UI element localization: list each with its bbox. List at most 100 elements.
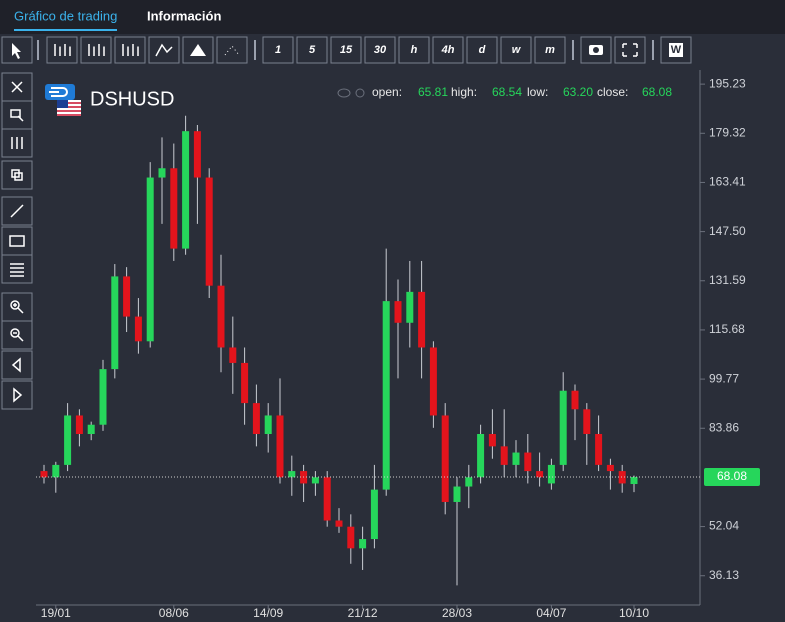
interval-label: 5	[309, 44, 316, 56]
last-price-label: 68.08	[717, 469, 747, 483]
tool-icon	[11, 137, 23, 149]
tool-icon	[10, 328, 24, 342]
fullscreen-icon	[622, 43, 638, 57]
interval-button[interactable]	[262, 36, 294, 64]
candle-body	[205, 177, 213, 286]
interval-button[interactable]	[500, 36, 532, 64]
candle-body	[252, 403, 260, 435]
chart-style-button[interactable]	[80, 36, 112, 64]
y-tick-label: 179.32	[709, 125, 746, 139]
tool-button[interactable]	[1, 320, 33, 350]
candle-body	[146, 177, 154, 342]
interval-label: 30	[374, 44, 387, 56]
candle-body	[500, 446, 508, 465]
candles	[40, 115, 638, 586]
y-tick-label: 115.68	[709, 322, 745, 336]
interval-button[interactable]	[330, 36, 362, 64]
chart-style-button[interactable]	[46, 36, 78, 64]
extra-label: W	[671, 44, 682, 56]
quote-value: 65.81	[418, 85, 448, 99]
chart-style-icon	[190, 44, 206, 56]
tool-button[interactable]	[1, 226, 33, 256]
tool-icon	[10, 300, 24, 314]
candle-body	[276, 415, 284, 478]
candle-body	[241, 362, 249, 404]
x-tick-label: 19/01	[41, 606, 71, 620]
interval-button[interactable]	[534, 36, 566, 64]
interval-button[interactable]	[296, 36, 328, 64]
tool-button[interactable]	[1, 380, 33, 410]
y-tick-label: 36.13	[709, 568, 739, 582]
chart-style-icon	[155, 43, 173, 57]
candle-body	[288, 471, 296, 478]
candle-body	[406, 291, 414, 323]
candle-body	[123, 276, 131, 317]
plot-area	[36, 70, 700, 605]
candle-body	[75, 415, 83, 435]
tab[interactable]: Información	[147, 8, 221, 23]
candle-body	[595, 434, 603, 465]
tool-button[interactable]	[1, 128, 33, 158]
candle-body	[512, 452, 520, 465]
candle-body	[524, 452, 532, 472]
y-tick-label: 147.50	[709, 224, 746, 238]
glyph-line	[155, 43, 173, 57]
interval-button[interactable]	[398, 36, 430, 64]
tool-button[interactable]	[1, 160, 33, 190]
candle-body	[193, 131, 201, 178]
candle-body	[40, 471, 48, 478]
candle-body	[418, 291, 426, 348]
candle-body	[571, 390, 579, 410]
quote-value: 68.08	[642, 85, 672, 99]
y-tick-label: 52.04	[709, 519, 739, 533]
candle-body	[111, 276, 119, 370]
y-tick-label: 83.86	[709, 420, 739, 434]
candle-body	[618, 471, 626, 484]
y-tick-label: 99.77	[709, 371, 739, 385]
candle-body	[99, 369, 107, 425]
y-tick-label: 163.41	[709, 175, 746, 189]
x-tick-label: 08/06	[159, 606, 189, 620]
tab-bar	[0, 0, 785, 34]
candle-body	[134, 316, 142, 342]
tool-button[interactable]	[1, 292, 33, 322]
tool-button[interactable]	[1, 254, 33, 284]
tab-underline	[14, 29, 117, 31]
tool-button[interactable]	[1, 350, 33, 380]
tool-icon	[10, 204, 24, 218]
candle-body	[394, 301, 402, 323]
y-tick-label: 131.59	[709, 273, 746, 287]
chart-style-button[interactable]	[114, 36, 146, 64]
interval-button[interactable]	[466, 36, 498, 64]
quote-label: open:	[372, 85, 402, 99]
tool-button[interactable]	[1, 100, 33, 130]
tab-active[interactable]: Gráfico de trading	[14, 8, 117, 23]
quote-value: 63.20	[563, 85, 593, 99]
candle-body	[182, 131, 190, 249]
quote-label: low:	[527, 85, 548, 99]
candle-body	[359, 539, 367, 549]
interval-button[interactable]	[432, 36, 464, 64]
candle-body	[583, 409, 591, 435]
symbol-logo	[45, 84, 81, 116]
candle-body	[370, 489, 378, 540]
x-tick-label: 28/03	[442, 606, 472, 620]
candle-body	[229, 347, 237, 363]
interval-button[interactable]	[364, 36, 396, 64]
chart-style-icon	[54, 44, 71, 56]
candle-body	[323, 477, 331, 521]
candle-body	[382, 301, 390, 490]
last-price-tag	[704, 468, 760, 487]
chart-style-button[interactable]	[216, 36, 248, 64]
chart-style-button[interactable]	[148, 36, 180, 64]
candle-body	[547, 464, 555, 484]
candle-body	[335, 520, 343, 527]
tool-icon	[13, 387, 23, 403]
quote-value: 68.54	[492, 85, 522, 99]
extra-box	[669, 43, 683, 57]
tool-icon	[11, 81, 23, 93]
fullscreen-button[interactable]	[614, 36, 646, 64]
